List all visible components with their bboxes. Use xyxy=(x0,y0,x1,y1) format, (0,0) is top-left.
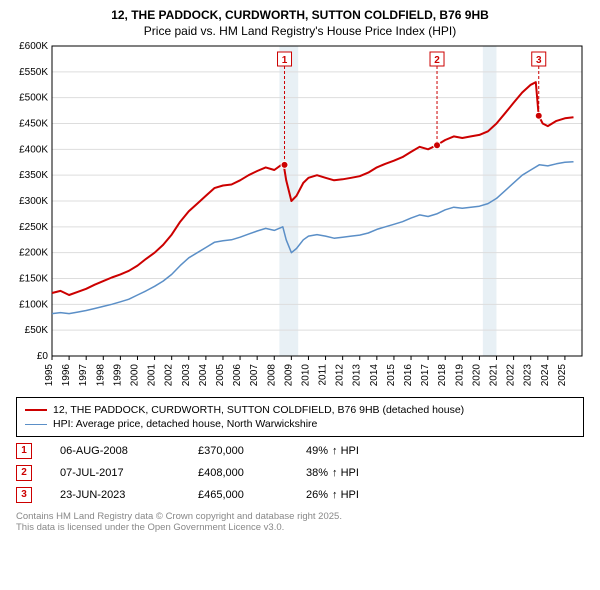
svg-text:1: 1 xyxy=(282,55,288,66)
svg-text:2001: 2001 xyxy=(147,364,158,387)
svg-text:£150K: £150K xyxy=(19,274,48,285)
chart-title-block: 12, THE PADDOCK, CURDWORTH, SUTTON COLDF… xyxy=(8,8,592,38)
svg-text:2020: 2020 xyxy=(471,364,482,387)
legend-item-property: 12, THE PADDOCK, CURDWORTH, SUTTON COLDF… xyxy=(25,404,575,416)
legend-label-hpi: HPI: Average price, detached house, Nort… xyxy=(53,418,317,430)
svg-text:2017: 2017 xyxy=(420,364,431,387)
title-line1: 12, THE PADDOCK, CURDWORTH, SUTTON COLDF… xyxy=(8,8,592,22)
svg-text:1998: 1998 xyxy=(95,364,106,387)
event-row: 1 06-AUG-2008 £370,000 49%↑ HPI xyxy=(16,443,584,459)
svg-text:£500K: £500K xyxy=(19,93,48,104)
svg-text:2024: 2024 xyxy=(540,364,551,387)
svg-text:£200K: £200K xyxy=(19,248,48,259)
svg-text:3: 3 xyxy=(536,55,542,66)
svg-text:£600K: £600K xyxy=(19,41,48,52)
svg-text:2016: 2016 xyxy=(403,364,414,387)
event-price: £370,000 xyxy=(198,445,278,457)
svg-text:2005: 2005 xyxy=(215,364,226,387)
event-badge: 2 xyxy=(16,465,32,481)
svg-text:£0: £0 xyxy=(37,351,49,362)
svg-text:2008: 2008 xyxy=(266,364,277,387)
svg-text:£50K: £50K xyxy=(25,325,49,336)
legend-swatch-hpi xyxy=(25,424,47,425)
svg-text:1996: 1996 xyxy=(61,364,72,387)
svg-text:2015: 2015 xyxy=(386,364,397,387)
svg-text:2022: 2022 xyxy=(506,364,517,387)
event-date: 23-JUN-2023 xyxy=(60,489,170,501)
svg-text:2014: 2014 xyxy=(369,364,380,387)
svg-text:£450K: £450K xyxy=(19,119,48,130)
svg-text:2011: 2011 xyxy=(318,364,329,386)
svg-text:2000: 2000 xyxy=(129,364,140,387)
svg-text:£400K: £400K xyxy=(19,144,48,155)
svg-text:£550K: £550K xyxy=(19,67,48,78)
svg-text:£300K: £300K xyxy=(19,196,48,207)
svg-text:2004: 2004 xyxy=(198,364,209,387)
svg-text:2018: 2018 xyxy=(437,364,448,387)
svg-text:2025: 2025 xyxy=(557,364,568,387)
legend-item-hpi: HPI: Average price, detached house, Nort… xyxy=(25,418,575,430)
svg-text:2021: 2021 xyxy=(489,364,500,387)
price-chart: £0 £50K £100K £150K £200K £250K £300K £350K £400… xyxy=(8,38,592,388)
svg-text:£350K: £350K xyxy=(19,170,48,181)
chart-container: £0 £50K £100K £150K £200K £250K £300K £350K £400… xyxy=(8,38,592,393)
event-date: 06-AUG-2008 xyxy=(60,445,170,457)
svg-text:1997: 1997 xyxy=(78,364,89,387)
svg-text:2006: 2006 xyxy=(232,364,243,387)
svg-text:2007: 2007 xyxy=(249,364,260,387)
events-table: 1 06-AUG-2008 £370,000 49%↑ HPI 2 07-JUL… xyxy=(16,443,584,503)
svg-text:2010: 2010 xyxy=(300,364,311,387)
svg-text:2013: 2013 xyxy=(352,364,363,387)
svg-text:2012: 2012 xyxy=(335,364,346,387)
legend-swatch-property xyxy=(25,409,47,411)
event-pct: 38%↑ HPI xyxy=(306,467,359,479)
svg-text:2003: 2003 xyxy=(181,364,192,387)
svg-text:1999: 1999 xyxy=(112,364,123,387)
event-badge: 3 xyxy=(16,487,32,503)
svg-text:1995: 1995 xyxy=(44,364,55,387)
svg-text:2019: 2019 xyxy=(454,364,465,387)
event-pct: 26%↑ HPI xyxy=(306,489,359,501)
event-row: 2 07-JUL-2017 £408,000 38%↑ HPI xyxy=(16,465,584,481)
footer: Contains HM Land Registry data © Crown c… xyxy=(16,511,584,533)
legend-label-property: 12, THE PADDOCK, CURDWORTH, SUTTON COLDF… xyxy=(53,404,464,416)
footer-line1: Contains HM Land Registry data © Crown c… xyxy=(16,511,584,522)
legend: 12, THE PADDOCK, CURDWORTH, SUTTON COLDF… xyxy=(16,397,584,437)
svg-text:2: 2 xyxy=(434,55,440,66)
svg-text:2023: 2023 xyxy=(523,364,534,387)
event-price: £408,000 xyxy=(198,467,278,479)
event-date: 07-JUL-2017 xyxy=(60,467,170,479)
event-row: 3 23-JUN-2023 £465,000 26%↑ HPI xyxy=(16,487,584,503)
title-line2: Price paid vs. HM Land Registry's House … xyxy=(8,24,592,38)
svg-text:£100K: £100K xyxy=(19,299,48,310)
svg-text:2009: 2009 xyxy=(283,364,294,387)
svg-text:2002: 2002 xyxy=(164,364,175,387)
event-pct: 49%↑ HPI xyxy=(306,445,359,457)
svg-text:£250K: £250K xyxy=(19,222,48,233)
event-price: £465,000 xyxy=(198,489,278,501)
footer-line2: This data is licensed under the Open Gov… xyxy=(16,522,584,533)
event-badge: 1 xyxy=(16,443,32,459)
